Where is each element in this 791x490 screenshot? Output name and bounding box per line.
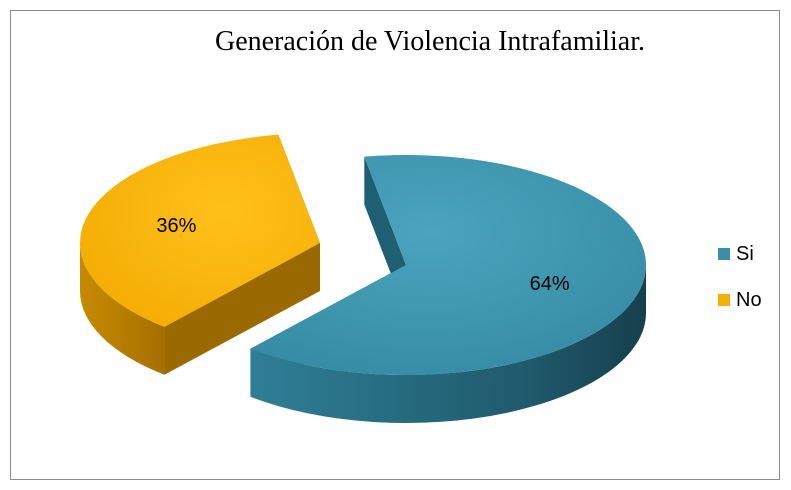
legend-swatch-no [718, 294, 730, 306]
chart-legend: Si No [718, 242, 762, 334]
pie-slice-si-outer-wall [250, 265, 647, 424]
legend-label-si: Si [736, 242, 754, 265]
legend-item-si: Si [718, 242, 762, 266]
legend-swatch-si [718, 248, 730, 260]
pie-slice-no-cut-wall-0 [164, 243, 320, 375]
pie-slice-si [250, 155, 646, 376]
legend-item-no: No [718, 288, 762, 312]
legend-label-no: No [736, 288, 762, 311]
pie-slice-no [79, 134, 320, 327]
chart-title: Generación de Violencia Intrafamiliar. [214, 26, 646, 57]
data-label-si: 64% [530, 273, 570, 295]
pie-slice-no-outer-wall [80, 243, 165, 375]
data-label-no: 36% [156, 215, 196, 237]
